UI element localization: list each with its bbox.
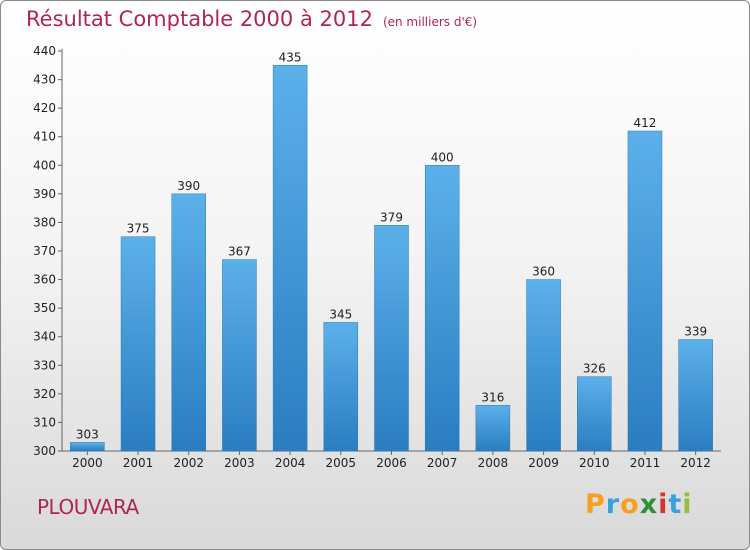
bar-2011 — [627, 130, 663, 452]
bar-2003 — [222, 259, 257, 452]
data-label-2001: 375 — [127, 222, 150, 236]
x-tick-label: 2004 — [275, 456, 306, 470]
proxiti-logo: Proxiti — [585, 489, 693, 520]
logo-letter: i — [682, 489, 693, 520]
bar-2007 — [424, 165, 460, 452]
chart-title: Résultat Comptable 2000 à 2012 (en millie… — [26, 7, 477, 31]
logo-letter: o — [620, 489, 640, 520]
bar-2008 — [475, 405, 511, 452]
y-tick-label: 400 — [33, 158, 56, 172]
x-tick-label: 2011 — [630, 456, 661, 470]
y-tick-label: 300 — [33, 444, 56, 458]
y-tick-label: 380 — [33, 215, 56, 229]
x-tick-label: 2010 — [579, 456, 610, 470]
y-tick-label: 370 — [33, 244, 56, 258]
x-tick-label: 2000 — [72, 456, 103, 470]
x-tick-label: 2006 — [376, 456, 407, 470]
data-label-2008: 316 — [481, 390, 504, 404]
x-tick-label: 2005 — [326, 456, 357, 470]
bar-2005 — [323, 322, 359, 452]
x-tick-label: 2007 — [427, 456, 458, 470]
data-labels: 303 375 390 367 435 345 379 400 316 360 326 412 339 — [76, 50, 707, 441]
y-tick-label: 340 — [33, 330, 56, 344]
data-label-2012: 339 — [684, 325, 707, 339]
data-label-2010: 326 — [583, 362, 606, 376]
x-tick-label: 2001 — [123, 456, 154, 470]
data-label-2011: 412 — [634, 116, 657, 130]
data-label-2005: 345 — [329, 307, 352, 321]
data-label-2003: 367 — [228, 245, 251, 259]
data-label-2004: 435 — [279, 50, 302, 64]
bar-2000 — [70, 442, 105, 452]
logo-letter: P — [585, 489, 606, 520]
x-tick-label: 2008 — [478, 456, 509, 470]
data-label-2006: 379 — [380, 210, 403, 224]
bar-2001 — [120, 236, 156, 452]
y-tick-label: 310 — [33, 415, 56, 429]
y-tick-label: 430 — [33, 73, 56, 87]
bar-2009 — [526, 279, 561, 452]
y-tick-label: 440 — [33, 44, 56, 58]
y-tick-label: 330 — [33, 358, 56, 372]
data-label-2000: 303 — [76, 427, 99, 441]
y-tick-label: 410 — [33, 130, 56, 144]
data-label-2009: 360 — [532, 265, 555, 279]
logo-letter: t — [668, 489, 683, 520]
x-tick-label: 2009 — [528, 456, 559, 470]
bar-2010 — [577, 376, 612, 452]
y-tick-label: 320 — [33, 387, 56, 401]
logo-letter: i — [658, 489, 669, 520]
x-tick-label: 2002 — [173, 456, 204, 470]
title-main: Résultat Comptable 2000 à 2012 — [26, 7, 373, 31]
commune-name: PLOUVARA — [37, 495, 139, 519]
bar-2002 — [171, 193, 206, 452]
logo-letter: r — [605, 489, 621, 520]
bar-2006 — [374, 225, 409, 452]
y-tick-label: 390 — [33, 187, 56, 201]
x-tick-label: 2003 — [224, 456, 255, 470]
y-tick-label: 420 — [33, 101, 56, 115]
data-label-2002: 390 — [177, 179, 200, 193]
axes: 300 310 320 330 340 350 360 370 380 390 400 410 420 4… — [33, 44, 721, 470]
y-tick-label: 350 — [33, 301, 56, 315]
title-subtitle: (en milliers d'€) — [382, 15, 478, 29]
logo-letter: x — [639, 489, 659, 520]
bar-2012 — [678, 339, 713, 452]
x-tick-label: 2012 — [680, 456, 711, 470]
data-label-2007: 400 — [431, 150, 454, 164]
bars — [70, 65, 713, 452]
y-tick-label: 360 — [33, 273, 56, 287]
bar-2004 — [272, 65, 308, 452]
